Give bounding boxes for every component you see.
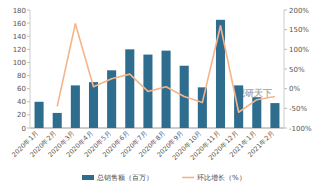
bar: [270, 103, 279, 128]
marks: [35, 20, 280, 128]
bar: [89, 82, 98, 128]
y-tick-label: 180: [13, 7, 26, 15]
x-tick-label: 2021年2月: [246, 129, 276, 159]
bar: [198, 87, 207, 128]
chart: 0 20 40 60 80 100 120 140 160 180 -100% -50% 0% 50% 10…: [0, 0, 320, 188]
y-tick-label: 100: [13, 59, 26, 67]
legend-swatch: [182, 177, 194, 179]
legend-swatch: [82, 175, 94, 180]
y2-tick-label: 200%: [289, 7, 309, 15]
y-axis: [30, 10, 31, 128]
y-tick-label: 20: [17, 111, 26, 119]
bar: [125, 49, 134, 128]
bar: [35, 102, 44, 128]
y-tick-label: 120: [13, 46, 26, 54]
y2-tick-label: 100%: [289, 46, 309, 54]
line: [57, 24, 275, 113]
y-tick-label: 40: [17, 98, 26, 106]
y-tick-label: 80: [17, 72, 26, 80]
legend-label: 总销售额（百万）: [96, 174, 153, 182]
y-tick-label: 60: [17, 85, 26, 93]
y-tick-label: 0: [22, 125, 26, 133]
y2-tick-label: 0%: [289, 85, 300, 93]
y-tick-label: 160: [13, 20, 26, 28]
bar: [234, 85, 243, 128]
y2-tick-label: -100%: [289, 125, 312, 133]
x-axis: [30, 128, 284, 129]
y2-axis: [284, 10, 285, 128]
bar: [71, 85, 80, 128]
legend-label: 环比增长（%）: [197, 174, 246, 182]
y2-tick-label: 150%: [289, 26, 309, 34]
bar: [53, 113, 62, 128]
y-tick-label: 140: [13, 33, 26, 41]
y2-tick-label: 50%: [289, 66, 305, 74]
y2-tick-label: -50%: [289, 105, 307, 113]
